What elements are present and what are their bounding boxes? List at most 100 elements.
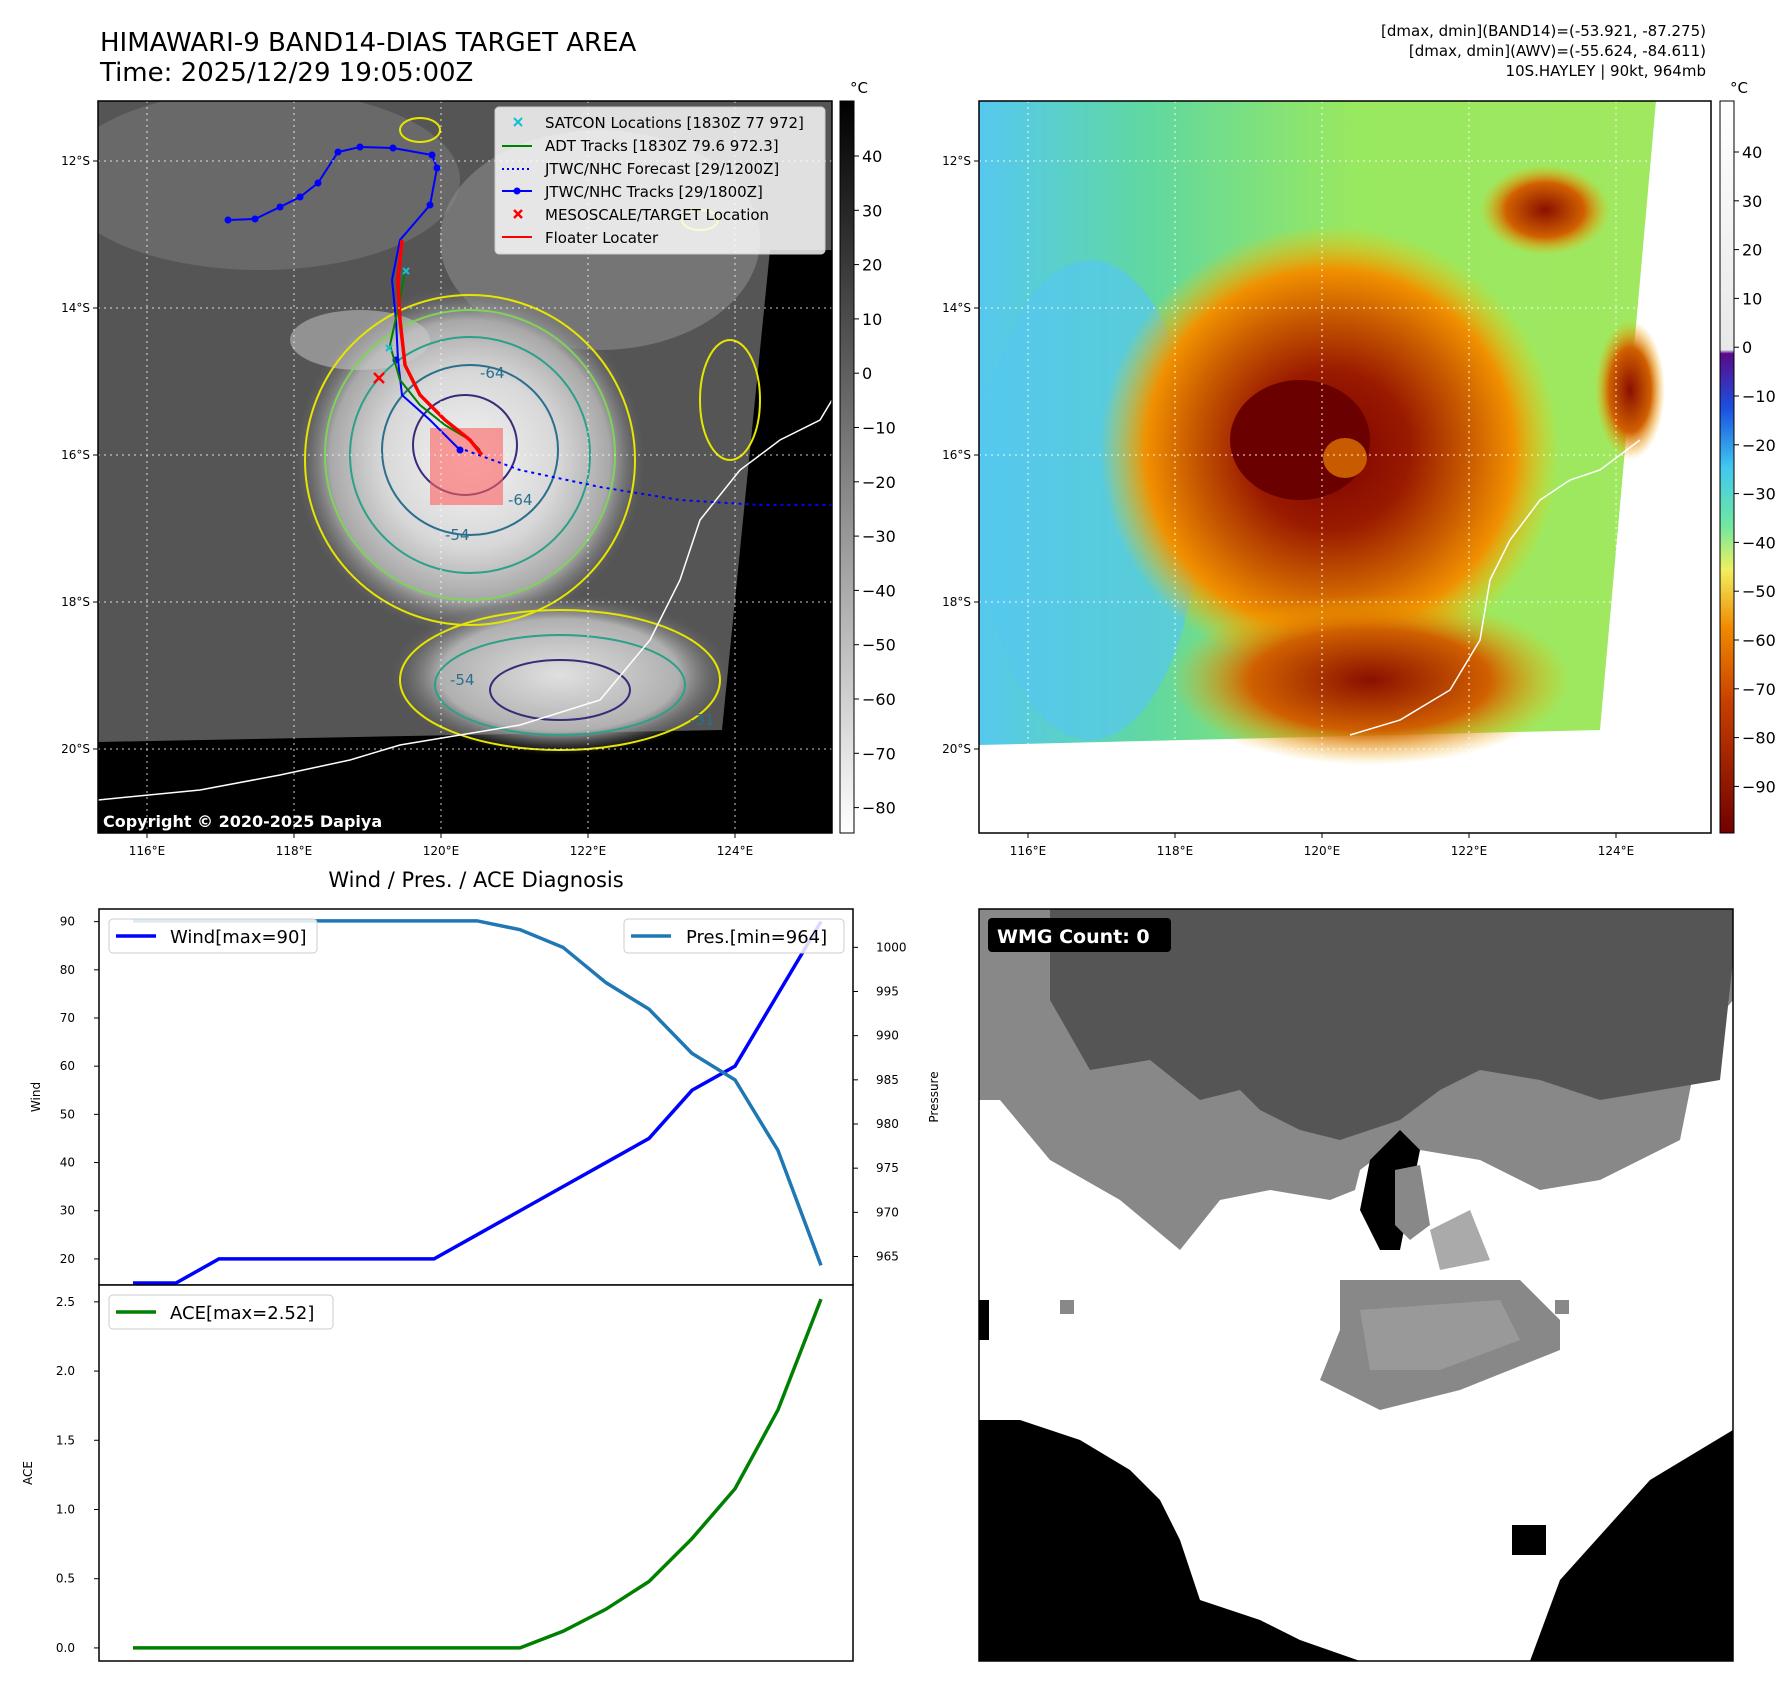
colorbar-tick-label: −20 xyxy=(1742,436,1776,455)
colorbar-tick-label: −70 xyxy=(862,744,896,763)
wind-tick-label: 70 xyxy=(60,1011,75,1025)
pressure-legend: Pres.[min=964] xyxy=(623,918,845,954)
lon-tick-label: 120°E xyxy=(423,844,460,858)
wind-legend-label: Wind[max=90] xyxy=(170,927,307,948)
colorbar-ticks: 40 30 20 10 0 −10 −20 −30 −40 −50 −60 −70 −80 xyxy=(854,147,896,818)
pressure-tick-label: 980 xyxy=(876,1117,899,1131)
wmg-count-label: WMG Count: 0 xyxy=(997,926,1150,948)
wind-tick-label: 40 xyxy=(60,1156,75,1170)
colorbar-gray xyxy=(839,100,855,834)
lon-tick-label: 118°E xyxy=(1157,844,1194,858)
pressure-tick-label: 985 xyxy=(876,1073,899,1087)
colorbar-ticks: 40 30 20 10 0 −10 −20 −30 −40 −50 −60 −70 −80 −90 xyxy=(1734,143,1776,796)
ace-tick-label: 0.5 xyxy=(56,1572,75,1586)
pressure-legend-label: Pres.[min=964] xyxy=(686,927,827,948)
pressure-tick-label: 1000 xyxy=(876,940,907,954)
pressure-tick-label: 990 xyxy=(876,1029,899,1043)
contour-label: -31 xyxy=(690,711,715,729)
pressure-tick-label: 975 xyxy=(876,1161,899,1175)
lat-tick-label: 20°S xyxy=(942,742,971,756)
pressure-tick-label: 970 xyxy=(876,1205,899,1219)
colorbar-unit: °C xyxy=(850,79,868,97)
ace-tick-label: 1.5 xyxy=(56,1433,75,1447)
colorbar-tick-label: −50 xyxy=(1742,582,1776,601)
wmg-panel xyxy=(979,909,1733,1661)
wind-tick-label: 50 xyxy=(60,1107,75,1121)
colorbar-tick-label: 10 xyxy=(1742,289,1762,308)
legend-forecast: JTWC/NHC Forecast [29/1200Z] xyxy=(544,160,779,178)
colorbar-tick-label: −40 xyxy=(1742,533,1776,552)
wind-axis-label: Wind xyxy=(29,1082,43,1112)
legend-adt: ADT Tracks [1830Z 79.6 972.3] xyxy=(545,137,779,155)
contour-label: -64 xyxy=(480,364,505,382)
lat-tick-label: 12°S xyxy=(61,154,90,168)
wind-tick-label: 80 xyxy=(60,963,75,977)
legend-mesoscale: MESOSCALE/TARGET Location xyxy=(545,206,769,224)
colorbar-tick-label: 40 xyxy=(1742,143,1762,162)
colorbar-tick-label: 0 xyxy=(862,364,872,383)
colorbar-tick-label: −80 xyxy=(1742,729,1776,748)
wind-tick-label: 60 xyxy=(60,1059,75,1073)
contour-label: -64 xyxy=(508,491,533,509)
colorbar-tick-label: 40 xyxy=(862,147,882,166)
ace-tick-label: 1.0 xyxy=(56,1502,75,1516)
legend-satcon: SATCON Locations [1830Z 77 972] xyxy=(545,114,804,132)
colorbar-tick-label: −20 xyxy=(862,473,896,492)
colorbar-tick-label: −90 xyxy=(1742,777,1776,796)
lon-tick-label: 122°E xyxy=(1451,844,1488,858)
lat-tick-label: 16°S xyxy=(942,448,971,462)
colorbar-tick-label: −10 xyxy=(1742,387,1776,406)
lat-tick-label: 12°S xyxy=(942,154,971,168)
lon-tick-label: 118°E xyxy=(276,844,313,858)
lat-tick-label: 14°S xyxy=(61,301,90,315)
info-awv: [dmax, dmin](AWV)=(-55.624, -84.611) xyxy=(1408,42,1706,60)
colorbar-tick-label: −70 xyxy=(1742,680,1776,699)
colorbar-tick-label: −80 xyxy=(862,799,896,818)
wmg-count-badge xyxy=(988,918,1171,952)
colorbar-tick-label: −30 xyxy=(1742,485,1776,504)
colorbar-tick-label: 30 xyxy=(1742,192,1762,211)
wind-tick-label: 20 xyxy=(60,1252,75,1266)
colorbar-tick-label: −60 xyxy=(862,690,896,709)
pressure-axis-label: Pressure xyxy=(927,1071,941,1122)
ace-tick-label: 0.0 xyxy=(56,1641,75,1655)
colorbar-tick-label: −60 xyxy=(1742,631,1776,650)
figure-title: HIMAWARI-9 BAND14-DIAS TARGET AREA xyxy=(100,28,637,58)
pressure-tick-label: 995 xyxy=(876,985,899,999)
wind-tick-label: 30 xyxy=(60,1204,75,1218)
lon-tick-label: 124°E xyxy=(1598,844,1635,858)
copyright-text: Copyright © 2020-2025 Dapiya xyxy=(103,812,382,831)
ace-tick-label: 2.0 xyxy=(56,1364,75,1378)
lon-tick-label: 120°E xyxy=(1304,844,1341,858)
contour-label: -54 xyxy=(450,671,475,689)
colorbar-tick-label: 20 xyxy=(1742,241,1762,260)
lon-tick-label: 122°E xyxy=(570,844,607,858)
color-ir-map-panel xyxy=(979,101,1711,833)
figure-time: Time: 2025/12/29 19:05:00Z xyxy=(100,58,474,88)
lon-tick-label: 116°E xyxy=(1010,844,1047,858)
colorbar-unit: °C xyxy=(1730,79,1748,97)
ace-legend-label: ACE[max=2.52] xyxy=(170,1303,314,1324)
colorbar-tick-label: 10 xyxy=(862,310,882,329)
colorbar-tick-label: −50 xyxy=(862,636,896,655)
colorbar-tick-label: 0 xyxy=(1742,338,1752,357)
wind-tick-label: 90 xyxy=(60,915,75,929)
colorbar-tick-label: 20 xyxy=(862,256,882,275)
lat-tick-label: 18°S xyxy=(61,595,90,609)
ace-panel xyxy=(98,1284,854,1662)
colorbar-tick-label: −10 xyxy=(862,419,896,438)
colorbar-tick-label: −30 xyxy=(862,527,896,546)
ace-legend: ACE[max=2.52] xyxy=(108,1294,334,1330)
contour-label: -54 xyxy=(445,526,470,544)
map-legend: SATCON Locations [1830Z 77 972] ADT Trac… xyxy=(494,106,826,255)
diagnosis-title: Wind / Pres. / ACE Diagnosis xyxy=(328,868,623,892)
lat-tick-label: 16°S xyxy=(61,448,90,462)
info-storm: 10S.HAYLEY | 90kt, 964mb xyxy=(1505,62,1706,80)
colorbar-tick-label: 30 xyxy=(862,201,882,220)
lat-tick-label: 14°S xyxy=(942,301,971,315)
info-band14: [dmax, dmin](BAND14)=(-53.921, -87.275) xyxy=(1381,22,1706,40)
lat-tick-label: 20°S xyxy=(61,742,90,756)
ace-tick-label: 2.5 xyxy=(56,1295,75,1309)
wind-pres-panel xyxy=(98,908,854,1286)
